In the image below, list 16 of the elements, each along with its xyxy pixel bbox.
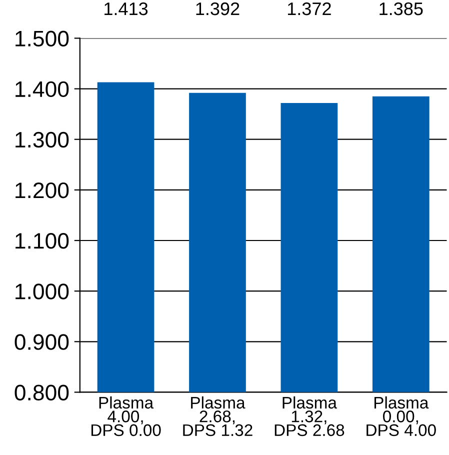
y-tick-label: 1.500 (16, 30, 69, 46)
y-tick-label: 1.100 (16, 233, 69, 249)
y-tick-label: 1.000 (16, 284, 69, 300)
x-tick-label: Plasma 0.00, DPS 4.00 (366, 396, 436, 436)
x-tick-label: Plasma 1.32, DPS 2.68 (274, 396, 344, 436)
data-label: 1.413 (104, 2, 148, 16)
y-tick-label: 0.900 (14, 334, 69, 350)
data-label: 1.385 (380, 2, 423, 16)
y-tick-label: 1.400 (16, 81, 69, 98)
data-label: 1.392 (196, 2, 240, 16)
x-tick-label: Plasma 2.68, DPS 1.32 (183, 396, 252, 436)
y-tick-label: 0.800 (14, 384, 69, 400)
y-tick-label: 1.300 (16, 132, 69, 148)
y-tick-label: 1.200 (16, 182, 69, 198)
x-tick-label: Plasma 4.00, DPS 0.00 (91, 396, 161, 436)
data-label: 1.372 (288, 2, 331, 16)
